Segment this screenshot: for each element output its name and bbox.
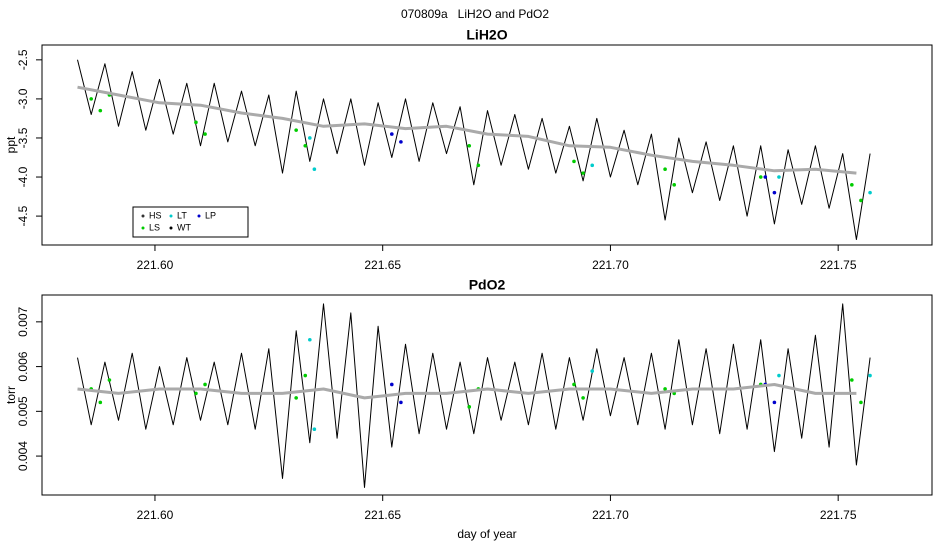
y-axis-label: ppt [4,136,18,153]
data-point [772,190,777,195]
legend-marker [169,214,173,218]
data-point [294,396,298,400]
x-tick-label: 221.75 [820,508,857,522]
data-point [303,373,308,378]
legend-label: HS [149,210,162,220]
data-point [581,396,585,400]
plot-frame [41,44,933,246]
data-point [476,163,481,168]
data-point [203,382,207,387]
y-axis-label: torr [4,386,18,404]
data-line [77,303,871,488]
legend-marker [141,214,145,218]
data-point [194,120,198,125]
x-tick-label: 221.65 [364,258,401,272]
trend-line [77,85,857,175]
data-line [77,59,871,240]
data-point [399,140,403,144]
data-point [859,400,863,405]
y-tick-label: -3.5 [16,127,30,148]
data-point [390,382,394,387]
data-point [850,183,854,187]
y-tick-label: -2.5 [16,49,30,70]
data-point [308,337,312,342]
data-point [868,190,872,195]
data-point [467,143,472,148]
data-point [98,108,103,113]
data-point [590,163,595,168]
data-point [663,387,667,391]
x-tick-label: 221.75 [820,258,857,272]
data-point [672,183,677,187]
y-tick-label: 0.007 [16,307,30,337]
data-point [308,136,312,140]
data-point [572,159,576,164]
data-point [572,382,576,387]
y-tick-label: 0.004 [16,441,30,471]
data-point [763,175,768,179]
data-point [850,378,854,382]
legend-marker [141,226,145,230]
y-tick-label: 0.005 [16,396,30,426]
x-tick-label: 221.65 [364,508,401,522]
data-point [663,167,667,172]
data-point [859,198,863,203]
y-tick-label: -4.5 [16,205,30,226]
data-point [590,369,595,373]
x-tick-label: 221.70 [592,258,629,272]
data-point [772,400,777,405]
panel-title: LiH2O [466,27,507,43]
data-point [390,132,394,136]
legend-box [132,206,249,238]
data-point [777,373,781,378]
legend-marker [197,214,201,218]
page-title: 070809a LiH2O and PdO2 [401,7,549,21]
x-axis-label: day of year [457,527,516,541]
legend-label: WT [177,222,191,232]
data-point [98,400,103,405]
x-tick-label: 221.60 [137,258,174,272]
data-point [581,171,585,175]
legend-label: LT [177,210,187,220]
x-tick-label: 221.70 [592,508,629,522]
y-tick-label: 0.006 [16,351,30,381]
data-point [312,427,317,432]
data-point [203,132,207,136]
data-point [399,400,403,405]
data-point [312,167,317,172]
data-point [294,128,298,132]
data-point [107,378,112,382]
data-point [89,97,93,101]
data-point [758,175,763,179]
data-point [777,175,781,179]
x-tick-label: 221.60 [137,508,174,522]
legend-marker [169,226,173,230]
legend-label: LS [149,222,160,232]
trend-line [77,383,857,400]
y-tick-label: -4.0 [16,166,30,187]
data-point [467,405,472,409]
legend-label: LP [205,210,216,220]
plot-frame [41,294,933,496]
data-point [194,391,198,396]
data-point [868,373,872,378]
data-point [303,143,308,148]
y-tick-label: -3.0 [16,88,30,109]
panel-title: PdO2 [469,277,506,293]
